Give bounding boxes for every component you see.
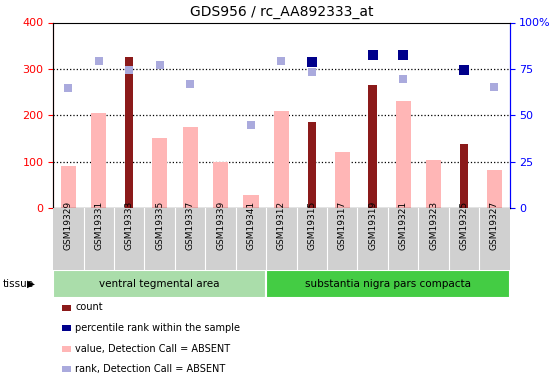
Text: ventral tegmental area: ventral tegmental area — [100, 279, 220, 289]
Text: count: count — [75, 303, 102, 312]
Bar — [307, 122, 316, 208]
Bar — [125, 57, 133, 208]
Bar — [460, 144, 468, 208]
Text: value, Detection Call = ABSENT: value, Detection Call = ABSENT — [75, 344, 230, 354]
Bar — [335, 152, 350, 208]
Bar — [183, 127, 198, 208]
Bar — [213, 162, 228, 208]
Text: percentile rank within the sample: percentile rank within the sample — [75, 323, 240, 333]
Text: ▶: ▶ — [27, 279, 35, 289]
Bar — [244, 195, 259, 208]
Bar — [266, 270, 510, 298]
Title: GDS956 / rc_AA892333_at: GDS956 / rc_AA892333_at — [190, 5, 373, 19]
Text: tissue: tissue — [3, 279, 34, 289]
Bar — [53, 270, 266, 298]
Bar — [368, 85, 377, 208]
Bar — [426, 160, 441, 208]
Bar — [274, 111, 289, 208]
Text: rank, Detection Call = ABSENT: rank, Detection Call = ABSENT — [75, 364, 225, 374]
Bar — [61, 166, 76, 208]
Bar — [395, 101, 410, 208]
Bar — [487, 170, 502, 208]
Bar — [91, 113, 106, 208]
Text: substantia nigra pars compacta: substantia nigra pars compacta — [305, 279, 471, 289]
Bar — [152, 138, 167, 208]
